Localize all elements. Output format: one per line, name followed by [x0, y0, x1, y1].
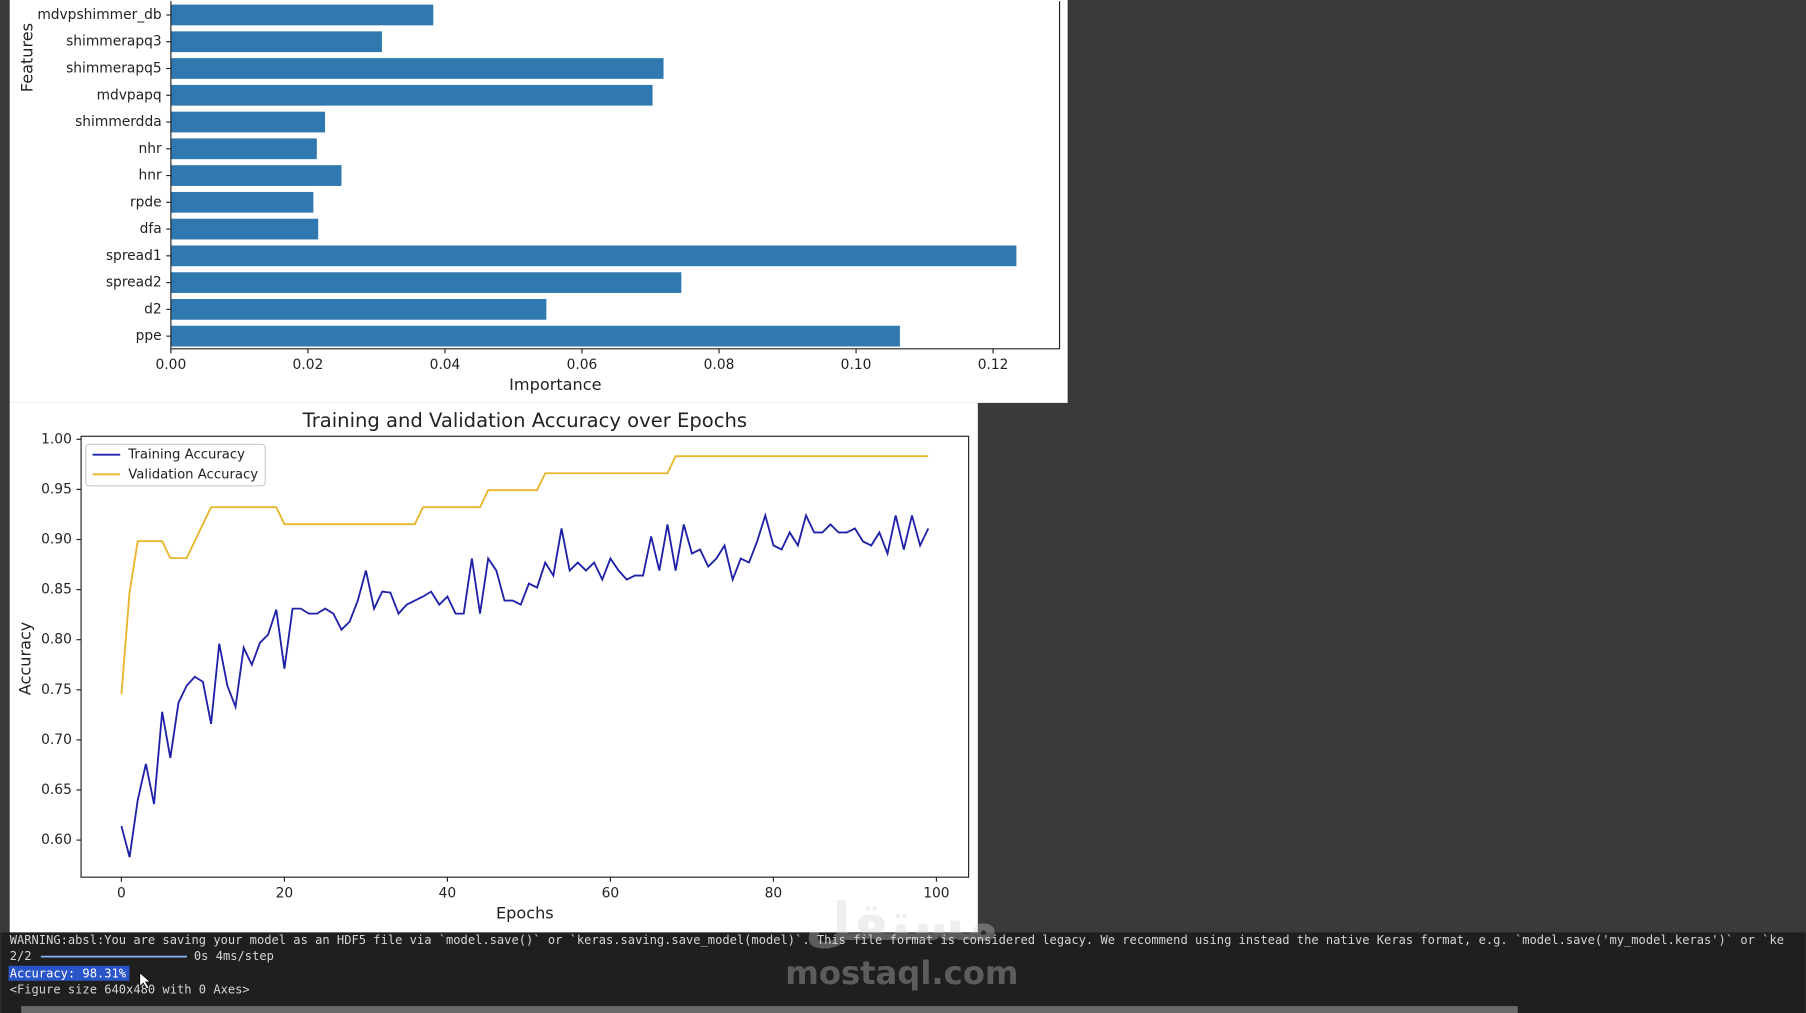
y-tick-label: shimmerapq3: [66, 34, 162, 50]
x-tick-label: 60: [602, 885, 620, 901]
console-area: [0, 932, 1806, 1013]
watermark-arabic: مستقل: [805, 892, 999, 953]
y-tick-label: shimmerdda: [75, 114, 162, 130]
x-tick-label: 100: [923, 885, 949, 901]
axes-frame: [80, 435, 970, 878]
y-axis-label: Features: [18, 23, 37, 92]
scrollbar[interactable]: [21, 1006, 1518, 1013]
console-figure: <Figure size 640x480 with 0 Axes>: [10, 982, 250, 996]
watermark-site: mostaql.com: [785, 954, 1018, 992]
y-axis-label: Accuracy: [15, 621, 34, 695]
y-tick-label: d2: [144, 301, 162, 317]
axes-frame: [170, 1, 1061, 350]
x-tick-label: 0: [117, 885, 126, 901]
selection-highlight: [8, 965, 130, 981]
bar: [170, 4, 434, 26]
y-tick-label: 0.90: [41, 531, 72, 547]
y-tick-label: ppe: [136, 328, 162, 344]
y-tick-label: 0.85: [41, 582, 72, 598]
bar: [170, 272, 682, 293]
bar: [170, 191, 314, 213]
legend-label: Validation Accuracy: [128, 467, 258, 482]
bar: [170, 299, 547, 320]
console-progress-time: 0s 4ms/step: [194, 949, 274, 963]
legend-label: Training Accuracy: [127, 448, 245, 463]
chart-title: Training and Validation Accuracy over Ep…: [302, 409, 747, 432]
bar: [170, 31, 382, 53]
bar: [170, 165, 342, 186]
y-tick-label: rpde: [130, 194, 162, 210]
y-tick-label: hnr: [138, 168, 161, 184]
y-tick-label: shimmerapq5: [66, 60, 162, 76]
console-accuracy: Accuracy: 98.31%: [10, 966, 127, 980]
x-tick-label: 0.00: [156, 357, 187, 373]
x-tick-label: 0.04: [430, 357, 461, 373]
bar: [170, 245, 1017, 267]
x-tick-label: 0.12: [978, 357, 1009, 373]
y-tick-label: spread2: [106, 275, 162, 291]
figure-line-panel: [9, 402, 978, 933]
y-tick-label: mdvpshimmer_db: [37, 7, 161, 23]
bar: [170, 84, 653, 106]
watermark: مستقل mostaql.com: [785, 892, 1018, 992]
y-tick-label: 0.95: [41, 481, 72, 497]
series-line: [120, 512, 930, 858]
y-tick-label: 0.70: [41, 732, 72, 748]
bar: [170, 58, 664, 79]
y-tick-label: 1.00: [41, 431, 72, 447]
console-warning: WARNING:absl:You are saving your model a…: [10, 933, 1784, 947]
bar: [170, 218, 319, 240]
x-tick-label: 40: [439, 885, 457, 901]
x-axis-label: Epochs: [496, 904, 554, 923]
y-tick-label: mdvpapq: [97, 87, 162, 103]
bar: [170, 325, 900, 347]
x-axis-label: Importance: [509, 375, 601, 394]
y-tick-label: 0.80: [41, 632, 72, 648]
x-tick-label: 20: [276, 885, 294, 901]
x-tick-label: 0.06: [567, 357, 598, 373]
x-tick-label: 80: [765, 885, 783, 901]
y-tick-label: dfa: [140, 221, 162, 237]
bar: [170, 138, 317, 160]
x-tick-label: 0.02: [293, 357, 324, 373]
y-tick-label: spread1: [106, 248, 162, 264]
x-tick-label: 0.10: [841, 357, 872, 373]
x-tick-label: 0.08: [704, 357, 735, 373]
mouse-cursor: [139, 971, 152, 990]
legend-box: [85, 443, 266, 487]
bar: [170, 111, 326, 133]
console-progress-steps: 2/2: [10, 949, 32, 963]
y-tick-label: 0.65: [41, 782, 72, 798]
y-tick-label: nhr: [138, 141, 161, 157]
series-line: [120, 455, 929, 695]
y-tick-label: 0.75: [41, 682, 72, 698]
y-tick-label: 0.60: [41, 832, 72, 848]
